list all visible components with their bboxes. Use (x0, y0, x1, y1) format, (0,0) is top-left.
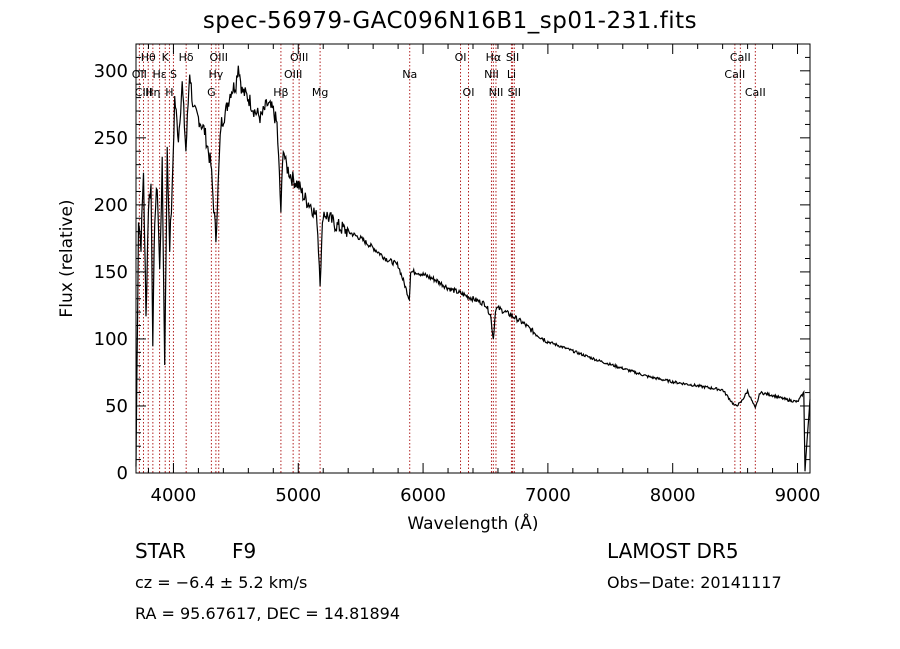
coordinates: RA = 95.67617, DEC = 14.81894 (135, 604, 401, 623)
marker-label: Hδ (179, 51, 194, 64)
plot-frame (135, 43, 811, 474)
marker-label: Mg (312, 86, 328, 99)
marker-label: S (170, 68, 177, 81)
y-axis-label: Flux (relative) (57, 199, 77, 317)
chart-title: spec-56979-GAC096N16B1_sp01-231.fits (202, 8, 698, 34)
marker-label: NII (484, 68, 499, 81)
x-tick-label: 6000 (400, 485, 446, 506)
y-tick-label: 250 (94, 128, 128, 149)
marker-label: OIII (210, 51, 228, 64)
y-tick-label: 0 (117, 463, 128, 484)
marker-label: Li (507, 68, 516, 81)
y-tick-label: 200 (94, 195, 128, 216)
x-tick-label: 4000 (151, 485, 197, 506)
marker-label: SII (508, 86, 521, 99)
marker-label: OIII (290, 51, 308, 64)
observation-date: Obs−Date: 20141117 (607, 573, 782, 592)
survey-name: LAMOST DR5 (607, 539, 739, 563)
object-subclass: F9 (232, 539, 257, 563)
y-tick-label: 50 (105, 396, 128, 417)
spectrum-line (135, 65, 811, 472)
marker-label: OII (132, 68, 147, 81)
axes: 4000 5000 6000 7000 8000 9000 0 50 100 150 200 250 3… (57, 43, 821, 534)
x-tick-label: 9000 (775, 485, 821, 506)
marker-label: Hβ (273, 86, 288, 99)
marker-label: Hε (152, 68, 166, 81)
redshift-velocity: cz = −6.4 ± 5.2 km/s (135, 573, 308, 592)
marker-label: Na (402, 68, 417, 81)
marker-label: SII (506, 51, 519, 64)
x-tick-label: 7000 (525, 485, 571, 506)
y-tick-label: 300 (94, 61, 128, 82)
marker-label: CaII (724, 68, 745, 81)
marker-label: K (162, 51, 170, 64)
marker-label: Hη (145, 86, 160, 99)
marker-label: OI (455, 51, 467, 64)
marker-labels: Hθ K Hδ OIII OIII OI Hα SII CaII OII Hε S Hγ OIII Na NI… (132, 51, 766, 99)
marker-label: CaII (730, 51, 751, 64)
marker-label: Hθ (141, 51, 156, 64)
marker-label: H (165, 86, 173, 99)
marker-label: CIII (135, 86, 152, 99)
object-class: STAR (135, 539, 186, 563)
marker-label: OI (463, 86, 475, 99)
line-markers (138, 44, 756, 473)
marker-label: NII (489, 86, 504, 99)
x-axis-label: Wavelength (Å) (407, 512, 538, 534)
marker-label: CaII (745, 86, 766, 99)
marker-label: Hα (486, 51, 502, 64)
marker-label: OIII (284, 68, 302, 81)
y-tick-label: 150 (94, 262, 128, 283)
marker-label: Hγ (208, 68, 223, 81)
x-tick-label: 5000 (275, 485, 321, 506)
x-tick-label: 8000 (650, 485, 696, 506)
marker-label: G (207, 86, 216, 99)
y-tick-label: 100 (94, 329, 128, 350)
